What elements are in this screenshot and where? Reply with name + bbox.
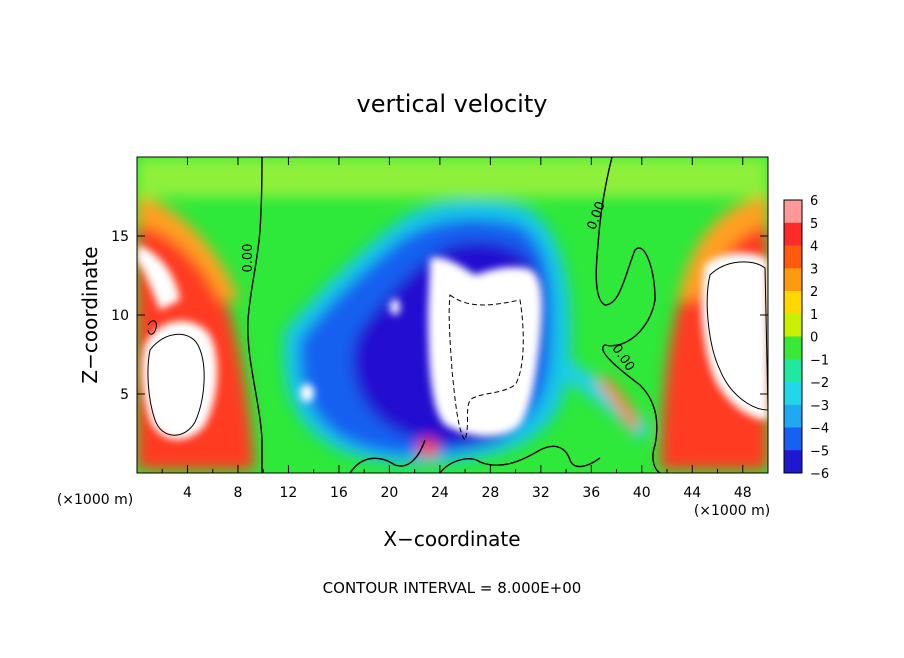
- x-tick-label: 20: [380, 485, 398, 501]
- x-tick-label: 16: [330, 485, 348, 501]
- colorbar-swatch: [784, 404, 802, 428]
- x-tick-label: 36: [582, 485, 600, 501]
- x-tick-label: 28: [481, 485, 499, 501]
- colorbar-tick-label: 0: [810, 331, 818, 346]
- colorbar-tick-label: −6: [810, 467, 829, 482]
- y-tick-label: 15: [111, 229, 129, 245]
- colorbar-tick-label: −5: [810, 444, 829, 459]
- colorbar-tick-label: −4: [810, 422, 829, 437]
- x-tick-label: 8: [233, 485, 242, 501]
- x-tick-label: 12: [280, 485, 298, 501]
- colorbar-tick-label: 2: [810, 285, 818, 300]
- colorbar-tick-label: 1: [810, 308, 818, 323]
- colorbar-tick-label: −1: [810, 353, 829, 368]
- x-axis-label: X−coordinate: [383, 527, 520, 551]
- colorbar-swatch: [784, 291, 802, 315]
- colorbar-swatch: [784, 450, 802, 474]
- y-axis-label: Z−coordinate: [78, 246, 102, 383]
- colorbar-tick-label: −3: [810, 399, 829, 414]
- colorbar-tick-label: 4: [810, 240, 818, 255]
- colorbar-swatch: [784, 336, 802, 360]
- x-tick-label: 48: [734, 485, 752, 501]
- colorbar-swatch: [784, 268, 802, 292]
- x-tick-label: 44: [683, 485, 701, 501]
- colorbar-tick-label: 6: [810, 194, 818, 209]
- x-tick-label: 24: [431, 485, 449, 501]
- chart-title: vertical velocity: [357, 90, 548, 118]
- colorbar-swatch: [784, 382, 802, 406]
- x-tick-label: 32: [532, 485, 550, 501]
- colorbar-swatch: [784, 359, 802, 383]
- x-tick-label: 40: [633, 485, 651, 501]
- colorbar-swatch: [784, 245, 802, 269]
- colorbar-swatch: [784, 200, 802, 224]
- colorbar-tick-label: 3: [810, 262, 818, 277]
- plot-area: [137, 157, 768, 473]
- x-unit-left: (×1000 m): [57, 492, 133, 508]
- colorbar-tick-label: 5: [810, 217, 818, 232]
- y-tick-label: 10: [111, 308, 129, 324]
- y-axis: 5 10 15: [111, 229, 768, 403]
- x-unit-right: (×1000 m): [694, 503, 770, 519]
- x-axis: 4 8 12 16 20 24 28 32 36 40 44 48: [161, 157, 752, 501]
- contour-interval: CONTOUR INTERVAL = 8.000E+00: [323, 579, 582, 597]
- colorbar-frame: [783, 199, 803, 474]
- colorbar-tick-label: −2: [810, 376, 829, 391]
- y-tick-label: 5: [120, 387, 129, 403]
- colorbar-swatch: [784, 427, 802, 451]
- contour-label: 0.00: [241, 244, 256, 273]
- x-tick-label: 4: [183, 485, 192, 501]
- colorbar-swatch: [784, 222, 802, 246]
- colorbar: 6 5 4 3 2 1 0 −1 −2 −3 −4 −5 −6: [783, 194, 829, 482]
- colorbar-swatch: [784, 313, 802, 337]
